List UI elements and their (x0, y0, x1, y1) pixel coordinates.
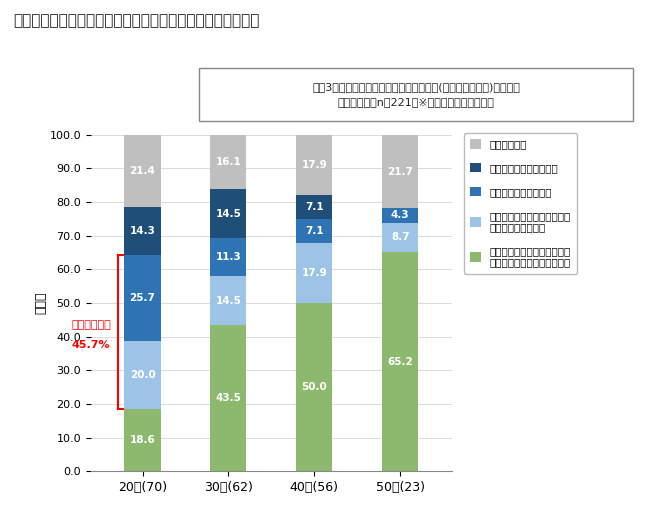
Text: 65.2: 65.2 (387, 356, 413, 367)
Bar (382, 208, 418, 223)
Bar (125, 409, 161, 471)
FancyBboxPatch shape (200, 68, 632, 121)
Bar (125, 255, 161, 341)
Text: 8.7: 8.7 (391, 232, 410, 242)
Bar (296, 243, 332, 303)
Text: 7.1: 7.1 (305, 202, 324, 212)
Bar (211, 189, 246, 238)
Text: 過去3年以内のメンタルヘルス不調経験者(当時正規雇用者)のうち、
休職経験者　n＝221　※わからない回答者除外: 過去3年以内のメンタルヘルス不調経験者(当時正規雇用者)のうち、 休職経験者 n… (312, 82, 520, 107)
Text: 21.7: 21.7 (387, 167, 413, 177)
Bar (382, 135, 418, 208)
Bar (382, 252, 418, 471)
Bar (296, 135, 332, 195)
Text: 14.5: 14.5 (216, 209, 241, 219)
Text: 11.3: 11.3 (216, 252, 241, 262)
Bar (211, 325, 246, 471)
Bar (382, 223, 418, 252)
Bar (296, 195, 332, 219)
Text: 18.6: 18.6 (129, 435, 155, 445)
Bar (296, 303, 332, 471)
Text: 20.0: 20.0 (129, 370, 155, 380)
Bar (125, 135, 161, 207)
Bar (211, 135, 246, 189)
Text: 自主退職　計: 自主退職 計 (71, 320, 111, 330)
Text: 図表４：メンタルヘルス不調による休職後の状況［年代別］: 図表４：メンタルヘルス不調による休職後の状況［年代別］ (13, 13, 259, 28)
Text: 21.4: 21.4 (129, 166, 155, 176)
Text: 50.0: 50.0 (302, 382, 327, 392)
Bar (211, 276, 246, 325)
Text: 25.7: 25.7 (129, 293, 155, 303)
Text: 17.9: 17.9 (302, 160, 327, 170)
Legend: 現在も休職中, 休職期間満了で退職した, 休職期間中に退職した, 復職をしたが、その後休職前
の勤務先を退職した, 復職をして、現在も休職前と
同じ勤務先で働き: 現在も休職中, 休職期間満了で退職した, 休職期間中に退職した, 復職をしたが、… (464, 133, 577, 274)
Text: 16.1: 16.1 (216, 157, 241, 167)
Text: 4.3: 4.3 (391, 210, 410, 220)
Text: 43.5: 43.5 (216, 393, 241, 403)
Text: 17.9: 17.9 (302, 268, 327, 278)
Y-axis label: （％）: （％） (34, 292, 47, 314)
Bar (125, 207, 161, 255)
Text: 7.1: 7.1 (305, 226, 324, 236)
Text: 45.7%: 45.7% (72, 340, 110, 350)
Bar (296, 219, 332, 243)
Bar (125, 341, 161, 409)
Text: 14.5: 14.5 (216, 295, 241, 306)
Bar (211, 238, 246, 276)
Text: 14.3: 14.3 (129, 226, 155, 236)
